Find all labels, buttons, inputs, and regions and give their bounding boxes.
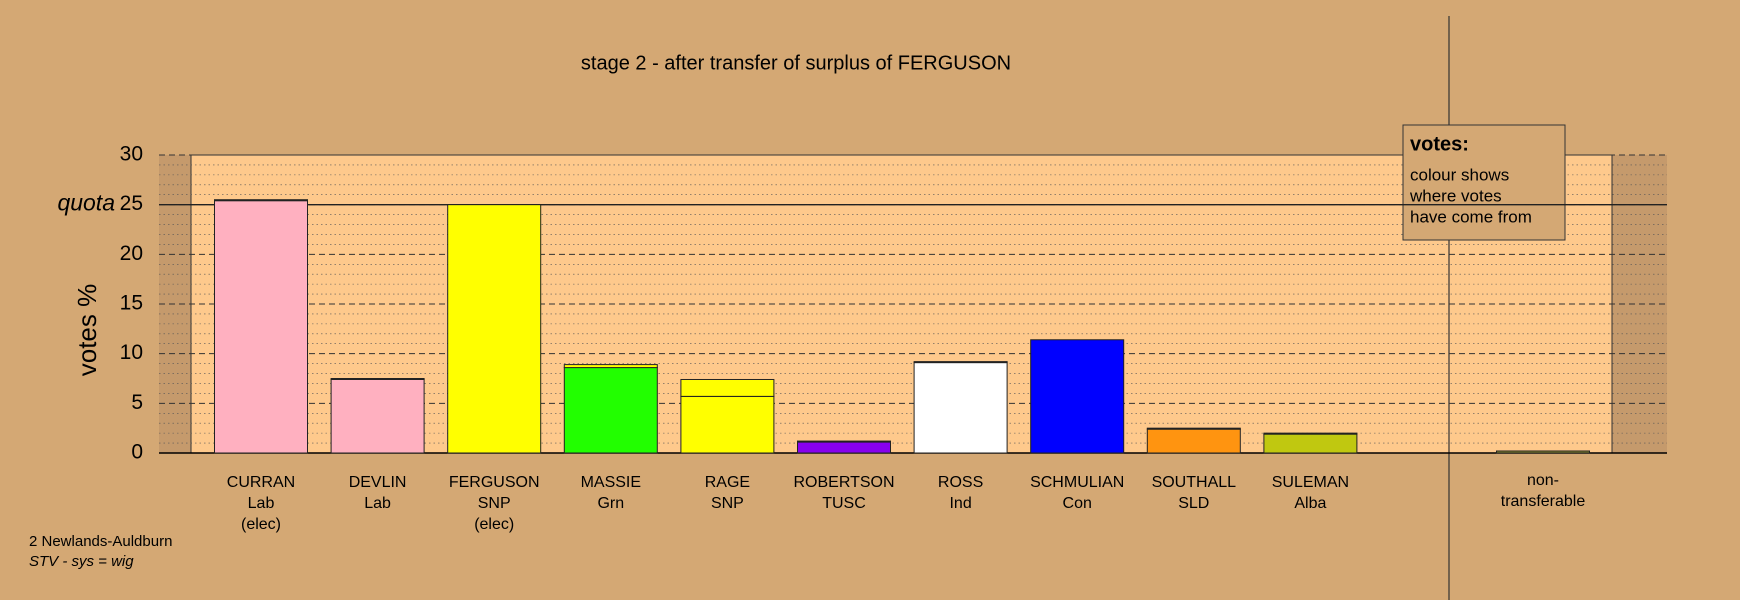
legend-box <box>1402 124 1566 241</box>
x-tick-label: SULEMAN <box>1272 474 1349 491</box>
x-tick-label: ROSS <box>938 474 983 491</box>
transfer-bar <box>1146 427 1241 430</box>
quota-label: quota <box>57 190 115 216</box>
bar <box>563 367 658 454</box>
footer-text: 2 Newlands-Auldburn <box>29 533 172 550</box>
transfer-bar <box>913 361 1008 364</box>
x-tick-label: transferable <box>1501 493 1586 510</box>
y-tick-label: 20 <box>120 242 143 265</box>
bar <box>1496 450 1590 454</box>
x-tick-label: Lab <box>248 495 275 512</box>
bar <box>797 441 891 454</box>
y-tick-label: 30 <box>120 143 143 166</box>
x-tick-label: SLD <box>1178 495 1209 512</box>
legend-text: colour shows <box>1410 165 1509 184</box>
y-tick-label: 25 <box>120 192 143 215</box>
transfer-bar <box>1263 432 1358 435</box>
x-tick-label: (elec) <box>474 516 514 533</box>
x-tick-label: FERGUSON <box>449 474 540 491</box>
y-tick-label: 0 <box>131 441 143 464</box>
x-tick-label: SOUTHALL <box>1152 474 1237 491</box>
x-tick-label: CURRAN <box>227 474 295 491</box>
transfer-bar <box>797 440 891 443</box>
x-tick-label: SNP <box>711 495 744 512</box>
bar <box>214 200 308 454</box>
footer-text: STV - sys = wig <box>29 553 134 570</box>
y-tick-label: 10 <box>120 341 143 364</box>
x-tick-label: SCHMULIAN <box>1030 474 1124 491</box>
x-tick-label: SNP <box>478 495 511 512</box>
x-tick-label: Alba <box>1294 495 1326 512</box>
bar <box>1263 433 1358 454</box>
x-tick-label: TUSC <box>822 495 866 512</box>
transfer-bar <box>214 199 308 202</box>
chart-title: stage 2 - after transfer of surplus of F… <box>581 52 1011 74</box>
x-tick-label: RAGE <box>705 474 750 491</box>
x-tick-label: Grn <box>597 495 624 512</box>
transfer-bar <box>680 378 775 397</box>
bar <box>913 362 1008 454</box>
legend-title: votes: <box>1410 133 1469 155</box>
bar <box>1146 428 1241 454</box>
transfer-bar <box>330 378 425 380</box>
x-tick-label: Lab <box>364 495 391 512</box>
x-tick-label: non- <box>1527 472 1559 489</box>
x-tick-label: DEVLIN <box>349 474 407 491</box>
x-tick-label: (elec) <box>241 516 281 533</box>
y-tick-label: 5 <box>131 391 143 414</box>
legend-text: where votes <box>1409 186 1502 205</box>
x-tick-label: Con <box>1063 495 1092 512</box>
y-tick-label: 15 <box>120 292 143 315</box>
x-tick-label: MASSIE <box>581 474 641 491</box>
bar <box>447 204 542 454</box>
bar <box>330 378 425 454</box>
bar <box>680 395 775 454</box>
transfer-bar <box>563 364 658 369</box>
x-tick-label: ROBERTSON <box>793 474 894 491</box>
y-axis-label: votes % <box>72 284 102 377</box>
bar <box>1030 339 1125 454</box>
x-tick-label: Ind <box>949 495 971 512</box>
legend-text: have come from <box>1410 207 1532 226</box>
